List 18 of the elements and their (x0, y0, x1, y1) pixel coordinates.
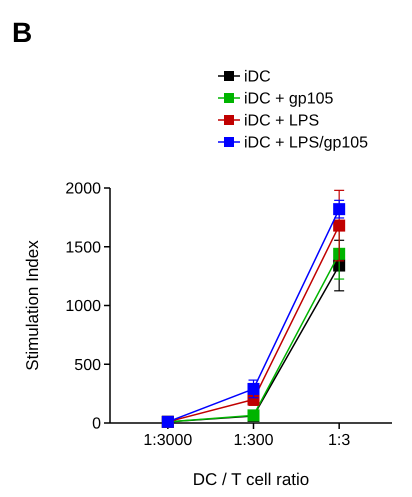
legend-label: iDC + LPS (244, 112, 320, 130)
point (333, 220, 346, 232)
x-tick-label: 1:300 (233, 432, 274, 449)
y-tick-label: 1500 (65, 239, 102, 256)
legend-label: iDC (244, 68, 271, 86)
y-tick-label: 500 (74, 356, 102, 374)
legend-label: iDC + gp105 (244, 90, 334, 108)
x-tick-label: 1:3000 (143, 432, 192, 449)
x-axis-title: DC / T cell ratio (192, 470, 310, 489)
text: B (12, 17, 32, 48)
y-axis-title: Stimulation Index (23, 240, 42, 371)
x-tick-label: 1:3 (328, 432, 350, 449)
point (248, 382, 260, 395)
y-tick-label: 1000 (65, 298, 102, 316)
legend-label: iDC + LPS/gp105 (244, 134, 368, 152)
point (333, 203, 346, 216)
y-tick-label: 0 (92, 416, 102, 433)
y-tick-label: 2000 (65, 180, 102, 198)
